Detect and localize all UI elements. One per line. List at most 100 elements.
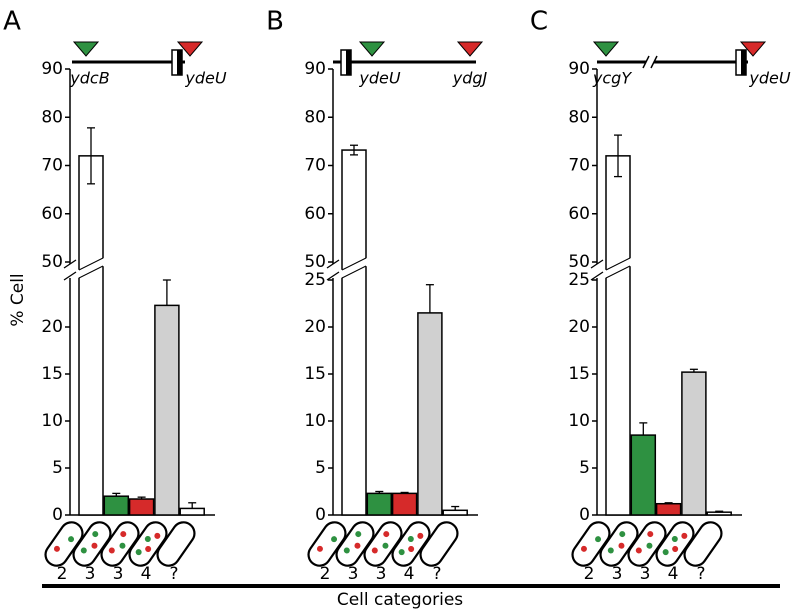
cell-dot <box>355 531 362 538</box>
bar <box>78 155 104 516</box>
axis-break-line <box>63 271 77 281</box>
category-label: ? <box>432 564 441 584</box>
y-tick-label: 15 <box>304 364 326 384</box>
cell-icon <box>44 521 84 567</box>
red-marker <box>739 41 767 57</box>
cell-icon <box>627 521 667 567</box>
y-tick-label: 80 <box>568 107 590 127</box>
y-tick-label: 90 <box>304 59 326 79</box>
gene-box-bar <box>177 50 182 75</box>
cell-outline <box>156 521 196 567</box>
cell-outline <box>335 521 375 567</box>
y-tick-label: 25 <box>568 270 590 290</box>
y-tick-label: 60 <box>304 204 326 224</box>
y-tick-label: 15 <box>568 364 590 384</box>
cell-icon <box>599 521 639 567</box>
y-tick-label: 10 <box>41 411 63 431</box>
cell-icon <box>683 521 723 567</box>
bar-break-line <box>341 257 367 271</box>
cell-icon <box>571 521 611 567</box>
cell-dot <box>80 547 87 554</box>
bar-break <box>78 258 104 278</box>
cell-dot <box>120 531 127 538</box>
bar <box>605 155 631 516</box>
cell-outline <box>683 521 723 567</box>
y-tick-label: 10 <box>568 411 590 431</box>
cell-dot <box>408 545 415 552</box>
bar-break-line <box>341 265 367 279</box>
axis-break <box>330 264 336 278</box>
cell-icon <box>655 521 695 567</box>
cell-dot <box>68 536 75 543</box>
bar <box>341 149 367 516</box>
bar-break <box>605 258 631 278</box>
cell-dot <box>580 545 587 552</box>
cell-dot <box>383 531 390 538</box>
category-label: 2 <box>320 564 331 584</box>
category-label: ? <box>169 564 178 584</box>
gene-slash <box>642 55 650 69</box>
y-tick-label: 70 <box>41 156 63 176</box>
gene-label: ydeU <box>748 69 790 88</box>
cell-dot <box>135 549 142 556</box>
cell-icon <box>100 521 140 567</box>
gene-label: ydcB <box>69 69 109 88</box>
bar <box>391 492 418 516</box>
green-marker <box>592 41 620 57</box>
y-axis-label: % Cell <box>8 273 28 326</box>
cell-icon <box>335 521 375 567</box>
bar <box>154 304 180 516</box>
panel-label: C <box>530 7 548 37</box>
cell-dot <box>371 547 378 554</box>
category-label: 2 <box>57 564 68 584</box>
cell-dot <box>672 545 679 552</box>
y-tick-label: 5 <box>315 458 326 478</box>
cell-dot <box>635 547 642 554</box>
cell-dot <box>407 536 414 543</box>
cell-icon <box>419 521 459 567</box>
cell-dot <box>108 547 115 554</box>
cell-dot <box>91 542 98 549</box>
bar <box>366 492 393 516</box>
cell-outline <box>44 521 84 567</box>
cell-icon <box>307 521 347 567</box>
green-marker <box>358 41 386 57</box>
y-tick-label: 60 <box>568 204 590 224</box>
y-tick-label: 20 <box>41 317 63 337</box>
bar-break-line <box>605 257 631 271</box>
cell-dot <box>647 531 654 538</box>
category-label: 3 <box>640 564 651 584</box>
cell-dot <box>154 532 161 539</box>
category-label: 3 <box>376 564 387 584</box>
cell-dot <box>354 542 361 549</box>
gene-label: ydeU <box>184 69 226 88</box>
gene-label: ycgY <box>592 69 632 88</box>
category-label: 4 <box>404 564 415 584</box>
cell-dot <box>646 542 653 549</box>
cell-dot <box>382 542 389 549</box>
gene-box-bar <box>346 50 351 75</box>
y-tick-label: 80 <box>304 107 326 127</box>
cell-dot <box>671 536 678 543</box>
cell-dot <box>681 532 688 539</box>
gene-slash <box>650 55 658 69</box>
cell-dot <box>316 545 323 552</box>
cell-dot <box>119 542 126 549</box>
cell-icon <box>156 521 196 567</box>
gene-gap <box>646 54 654 70</box>
bar-break-line <box>78 265 104 279</box>
bar <box>417 312 443 516</box>
cell-dot <box>417 532 424 539</box>
y-tick-label: 60 <box>41 204 63 224</box>
cell-dot <box>343 547 350 554</box>
y-tick-label: 20 <box>304 317 326 337</box>
category-label: 2 <box>584 564 595 584</box>
y-tick-label: 50 <box>41 252 63 272</box>
panel-label: A <box>3 7 21 37</box>
y-tick-label: 5 <box>579 458 590 478</box>
y-tick-label: 0 <box>52 505 63 525</box>
cell-icon <box>128 521 168 567</box>
gene-label: ydeU <box>358 69 400 88</box>
y-tick-label: 70 <box>568 156 590 176</box>
axis-break-line <box>326 259 340 269</box>
